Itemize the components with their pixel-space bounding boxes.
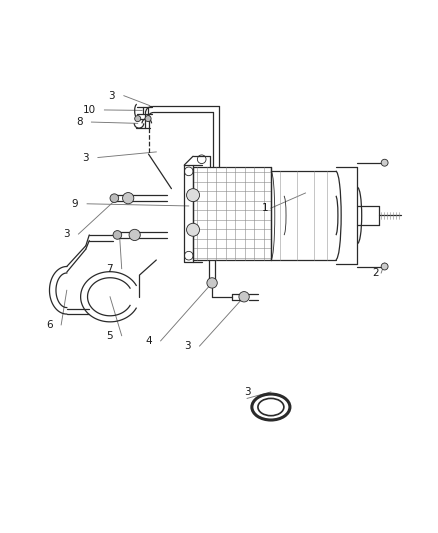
Circle shape (123, 192, 134, 204)
Circle shape (110, 194, 119, 203)
Circle shape (381, 263, 388, 270)
Circle shape (207, 278, 217, 288)
Circle shape (145, 116, 151, 122)
Circle shape (113, 231, 122, 239)
Circle shape (381, 159, 388, 166)
Text: 1: 1 (262, 203, 269, 213)
Circle shape (129, 229, 140, 240)
Text: 9: 9 (72, 199, 78, 209)
Text: 3: 3 (109, 91, 115, 101)
Circle shape (187, 223, 200, 236)
Text: 3: 3 (63, 229, 70, 239)
Text: 8: 8 (76, 117, 83, 127)
Text: 7: 7 (106, 264, 113, 273)
Text: 6: 6 (46, 320, 53, 330)
Circle shape (239, 292, 249, 302)
Text: 2: 2 (372, 268, 379, 278)
Text: 5: 5 (106, 330, 113, 341)
Circle shape (134, 116, 141, 122)
Text: 3: 3 (244, 387, 251, 397)
Text: 3: 3 (83, 152, 89, 163)
Text: 3: 3 (184, 341, 191, 351)
Circle shape (187, 189, 200, 201)
Text: 10: 10 (83, 105, 96, 115)
Text: 4: 4 (145, 336, 152, 346)
